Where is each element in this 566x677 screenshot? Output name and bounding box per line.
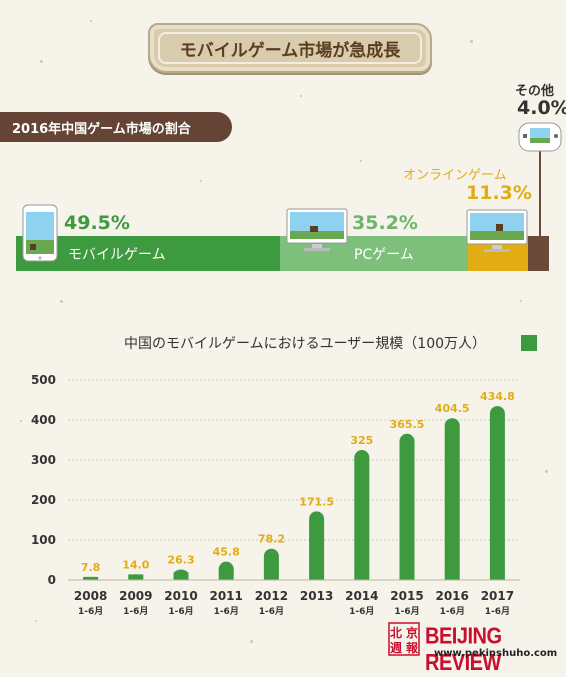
svg-text:北: 北: [390, 625, 402, 640]
monitor-icon: [466, 209, 528, 252]
share-label-other: その他: [515, 84, 555, 99]
share-percent-mobile: 49.5%: [64, 212, 130, 234]
share-percent-online: 11.3%: [466, 182, 532, 204]
y-tick-label: 100: [31, 533, 56, 547]
bar-base: [173, 572, 189, 580]
bar-value-label: 325: [350, 434, 373, 447]
bar-base: [399, 572, 415, 580]
x-category-label: 2012: [255, 589, 288, 603]
beijing-review-seal: 北 京 週 報: [388, 622, 420, 656]
y-tick-label: 200: [31, 493, 56, 507]
bar: [489, 406, 505, 580]
page-title: モバイルゲーム市場が急成長: [158, 32, 422, 64]
bar-value-label: 434.8: [480, 390, 515, 403]
bar-base: [489, 572, 505, 580]
share-segment-other: [528, 236, 549, 271]
bar-base: [128, 574, 144, 580]
bar: [444, 418, 460, 580]
title-plaque: モバイルゲーム市場が急成長: [148, 23, 432, 73]
bar-value-label: 45.8: [213, 546, 240, 559]
x-category-label: 2013: [300, 589, 333, 603]
y-tick-label: 400: [31, 413, 56, 427]
x-sublabel: 1-6月: [440, 606, 465, 617]
x-sublabel: 1-6月: [259, 606, 284, 617]
bar-base: [354, 572, 370, 580]
share-label-mobile: モバイルゲーム: [68, 246, 166, 263]
share-segment-mobile: モバイルゲーム: [16, 236, 280, 271]
x-category-label: 2010: [164, 589, 197, 603]
y-tick-label: 0: [48, 573, 56, 587]
share-percent-pc: 35.2%: [352, 212, 418, 234]
bar-base: [444, 572, 460, 580]
bar: [399, 433, 415, 580]
x-category-label: 2008: [74, 589, 107, 603]
share-label-online: オンラインゲーム: [403, 168, 507, 183]
handheld-console-icon: [518, 122, 562, 152]
x-sublabel: 1-6月: [168, 606, 193, 617]
svg-text:報: 報: [406, 640, 419, 655]
bar-value-label: 7.8: [81, 561, 101, 574]
bar: [309, 511, 325, 580]
share-label-pc: PCゲーム: [354, 246, 414, 263]
bar-base: [309, 572, 325, 580]
bar-base: [218, 572, 234, 580]
bar-value-label: 26.3: [167, 553, 194, 566]
bar-base: [263, 572, 279, 580]
x-category-label: 2009: [119, 589, 152, 603]
bar: [354, 450, 370, 580]
bar-value-label: 14.0: [122, 558, 149, 571]
svg-text:京: 京: [406, 625, 418, 640]
pc-monitor-icon: [286, 208, 348, 251]
seal-logo-icon: 北 京 週 報: [388, 622, 420, 656]
y-tick-label: 300: [31, 453, 56, 467]
bar-value-label: 171.5: [299, 495, 334, 508]
bar-base: [83, 576, 99, 580]
x-sublabel: 1-6月: [485, 606, 510, 617]
market-share-heading: 2016年中国ゲーム市場の割合: [0, 112, 232, 142]
share-leader-line: [539, 150, 541, 238]
x-sublabel: 1-6月: [78, 606, 103, 617]
x-sublabel: 1-6月: [214, 606, 239, 617]
x-category-label: 2014: [345, 589, 378, 603]
x-sublabel: 1-6月: [123, 606, 148, 617]
x-category-label: 2011: [209, 589, 242, 603]
svg-text:週: 週: [390, 640, 402, 655]
chart-title: 中国のモバイルゲームにおけるユーザー規模（100万人）: [124, 336, 487, 352]
x-sublabel: 1-6月: [394, 606, 419, 617]
bar-value-label: 78.2: [258, 533, 285, 546]
x-sublabel: 1-6月: [349, 606, 374, 617]
bar: [263, 548, 279, 580]
legend-swatch: [521, 335, 537, 351]
share-percent-other: 4.0%: [517, 97, 566, 119]
brand-url: www.pekinshuho.com: [434, 648, 558, 659]
x-category-label: 2015: [390, 589, 423, 603]
smartphone-icon: [22, 204, 58, 262]
bar-value-label: 365.5: [390, 418, 425, 431]
x-category-label: 2017: [481, 589, 514, 603]
bar-value-label: 404.5: [435, 402, 470, 415]
user-scale-bar-chart: 0 100 200 300 400 500 7.8 2008 1-6月 14.0 2009 1-6月 2…: [31, 373, 520, 617]
x-category-label: 2016: [435, 589, 468, 603]
y-tick-label: 500: [31, 373, 56, 387]
